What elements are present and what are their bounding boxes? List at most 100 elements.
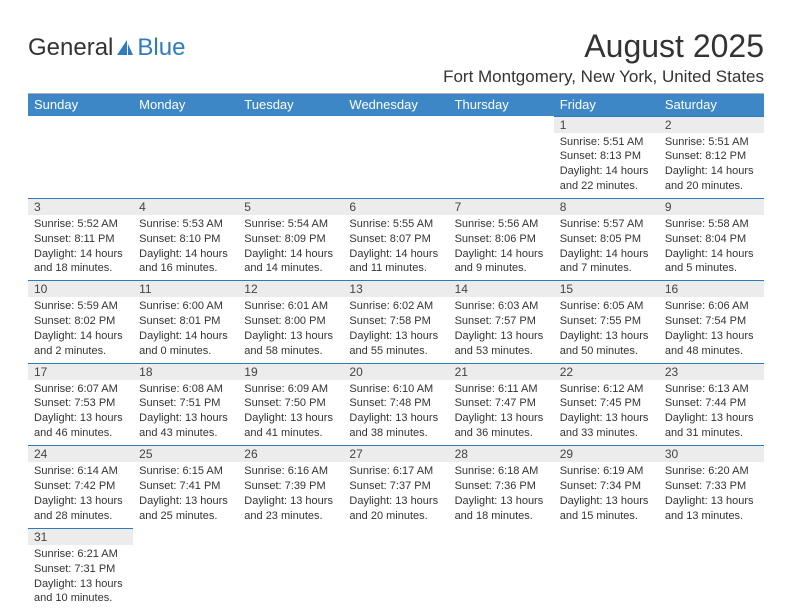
sunset-line: Sunset: 8:05 PM	[560, 232, 653, 247]
day-number: 14	[449, 280, 554, 297]
day-cell: 3Sunrise: 5:52 AMSunset: 8:11 PMDaylight…	[28, 198, 133, 280]
day-content: Sunrise: 5:57 AMSunset: 8:05 PMDaylight:…	[554, 215, 659, 280]
daylight-line: Daylight: 14 hours and 16 minutes.	[139, 247, 232, 277]
calendar-table: SundayMondayTuesdayWednesdayThursdayFrid…	[28, 94, 764, 610]
sunrise-line: Sunrise: 6:19 AM	[560, 464, 653, 479]
day-number: 29	[554, 445, 659, 462]
sunrise-line: Sunrise: 5:59 AM	[34, 299, 127, 314]
day-cell: 12Sunrise: 6:01 AMSunset: 8:00 PMDayligh…	[238, 280, 343, 362]
day-number: 24	[28, 445, 133, 462]
sunrise-line: Sunrise: 6:08 AM	[139, 382, 232, 397]
dow-header: Wednesday	[343, 94, 448, 116]
day-content: Sunrise: 6:21 AMSunset: 7:31 PMDaylight:…	[28, 545, 133, 610]
day-cell	[238, 116, 343, 198]
day-content: Sunrise: 6:19 AMSunset: 7:34 PMDaylight:…	[554, 462, 659, 527]
day-number: 7	[449, 198, 554, 215]
day-cell	[659, 528, 764, 610]
daylight-line: Daylight: 14 hours and 5 minutes.	[665, 247, 758, 277]
day-content: Sunrise: 6:16 AMSunset: 7:39 PMDaylight:…	[238, 462, 343, 527]
day-cell: 26Sunrise: 6:16 AMSunset: 7:39 PMDayligh…	[238, 445, 343, 528]
day-cell: 5Sunrise: 5:54 AMSunset: 8:09 PMDaylight…	[238, 198, 343, 280]
dow-header: Friday	[554, 94, 659, 116]
day-number: 11	[133, 280, 238, 297]
day-number: 22	[554, 363, 659, 380]
day-number: 4	[133, 198, 238, 215]
day-cell: 11 Sunrise: 6:00 AMSunset: 8:01 PMDayligh…	[133, 280, 238, 362]
sunrise-line: Sunrise: 5:52 AM	[34, 217, 127, 232]
day-number: 8	[554, 198, 659, 215]
day-number: 17	[28, 363, 133, 380]
sunset-line: Sunset: 7:58 PM	[349, 314, 442, 329]
sunrise-line: Sunrise: 6:20 AM	[665, 464, 758, 479]
header: General Blue August 2025 Fort Montgomery…	[28, 28, 764, 87]
daylight-line: Daylight: 14 hours and 7 minutes.	[560, 247, 653, 277]
brand-blue: Blue	[137, 34, 185, 62]
day-content: Sunrise: 6:07 AMSunset: 7:53 PMDaylight:…	[28, 380, 133, 445]
sunset-line: Sunset: 7:39 PM	[244, 479, 337, 494]
daylight-line: Daylight: 13 hours and 20 minutes.	[349, 494, 442, 524]
sunset-line: Sunset: 7:41 PM	[139, 479, 232, 494]
day-cell: 21Sunrise: 6:11 AMSunset: 7:47 PMDayligh…	[449, 363, 554, 445]
day-content: Sunrise: 6:12 AMSunset: 7:45 PMDaylight:…	[554, 380, 659, 445]
daylight-line: Daylight: 13 hours and 13 minutes.	[665, 494, 758, 524]
sunset-line: Sunset: 7:51 PM	[139, 396, 232, 411]
sunrise-line: Sunrise: 5:54 AM	[244, 217, 337, 232]
sunrise-line: Sunrise: 6:06 AM	[665, 299, 758, 314]
sunset-line: Sunset: 7:34 PM	[560, 479, 653, 494]
daylight-line: Daylight: 14 hours and 0 minutes.	[139, 329, 232, 359]
day-cell: 8Sunrise: 5:57 AMSunset: 8:05 PMDaylight…	[554, 198, 659, 280]
sunrise-line: Sunrise: 6:13 AM	[665, 382, 758, 397]
day-content: Sunrise: 6:05 AMSunset: 7:55 PMDaylight:…	[554, 297, 659, 362]
day-content: Sunrise: 6:03 AMSunset: 7:57 PMDaylight:…	[449, 297, 554, 362]
day-cell: 23Sunrise: 6:13 AMSunset: 7:44 PMDayligh…	[659, 363, 764, 445]
sunset-line: Sunset: 8:01 PM	[139, 314, 232, 329]
sunrise-line: Sunrise: 5:51 AM	[665, 135, 758, 150]
sunset-line: Sunset: 8:09 PM	[244, 232, 337, 247]
day-content: Sunrise: 5:51 AMSunset: 8:12 PMDaylight:…	[659, 133, 764, 198]
sunrise-line: Sunrise: 6:12 AM	[560, 382, 653, 397]
sunrise-line: Sunrise: 6:18 AM	[455, 464, 548, 479]
sunrise-line: Sunrise: 6:03 AM	[455, 299, 548, 314]
sunrise-line: Sunrise: 6:02 AM	[349, 299, 442, 314]
day-cell: 17Sunrise: 6:07 AMSunset: 7:53 PMDayligh…	[28, 363, 133, 445]
week-row: 17Sunrise: 6:07 AMSunset: 7:53 PMDayligh…	[28, 363, 764, 445]
sunset-line: Sunset: 7:42 PM	[34, 479, 127, 494]
day-cell	[133, 528, 238, 610]
sunset-line: Sunset: 7:55 PM	[560, 314, 653, 329]
daylight-line: Daylight: 13 hours and 10 minutes.	[34, 577, 127, 607]
day-cell	[28, 116, 133, 198]
day-cell: 30Sunrise: 6:20 AMSunset: 7:33 PMDayligh…	[659, 445, 764, 528]
day-content: Sunrise: 6:08 AMSunset: 7:51 PMDaylight:…	[133, 380, 238, 445]
day-number: 23	[659, 363, 764, 380]
day-number: 27	[343, 445, 448, 462]
dow-header: Sunday	[28, 94, 133, 116]
sunrise-line: Sunrise: 6:11 AM	[455, 382, 548, 397]
sunrise-line: Sunrise: 6:07 AM	[34, 382, 127, 397]
day-content: Sunrise: 6:06 AMSunset: 7:54 PMDaylight:…	[659, 297, 764, 362]
daylight-line: Daylight: 13 hours and 25 minutes.	[139, 494, 232, 524]
day-cell: 2Sunrise: 5:51 AMSunset: 8:12 PMDaylight…	[659, 116, 764, 198]
day-cell: 6Sunrise: 5:55 AMSunset: 8:07 PMDaylight…	[343, 198, 448, 280]
sunrise-line: Sunrise: 6:21 AM	[34, 547, 127, 562]
day-cell	[343, 116, 448, 198]
sunset-line: Sunset: 8:12 PM	[665, 149, 758, 164]
sunrise-line: Sunrise: 6:00 AM	[139, 299, 232, 314]
day-content: Sunrise: 5:52 AMSunset: 8:11 PMDaylight:…	[28, 215, 133, 280]
day-cell: 29Sunrise: 6:19 AMSunset: 7:34 PMDayligh…	[554, 445, 659, 528]
day-cell	[133, 116, 238, 198]
daylight-line: Daylight: 13 hours and 28 minutes.	[34, 494, 127, 524]
day-content: Sunrise: 5:53 AMSunset: 8:10 PMDaylight:…	[133, 215, 238, 280]
day-content: Sunrise: 6:10 AMSunset: 7:48 PMDaylight:…	[343, 380, 448, 445]
sunset-line: Sunset: 8:02 PM	[34, 314, 127, 329]
daylight-line: Daylight: 13 hours and 18 minutes.	[455, 494, 548, 524]
day-number: 31	[28, 528, 133, 545]
day-cell: 4Sunrise: 5:53 AMSunset: 8:10 PMDaylight…	[133, 198, 238, 280]
day-cell	[554, 528, 659, 610]
sunrise-line: Sunrise: 5:51 AM	[560, 135, 653, 150]
day-cell	[449, 116, 554, 198]
sunrise-line: Sunrise: 6:05 AM	[560, 299, 653, 314]
day-content: Sunrise: 6:20 AMSunset: 7:33 PMDaylight:…	[659, 462, 764, 527]
week-row: 1Sunrise: 5:51 AMSunset: 8:13 PMDaylight…	[28, 116, 764, 198]
day-number: 15	[554, 280, 659, 297]
day-cell: 24Sunrise: 6:14 AMSunset: 7:42 PMDayligh…	[28, 445, 133, 528]
